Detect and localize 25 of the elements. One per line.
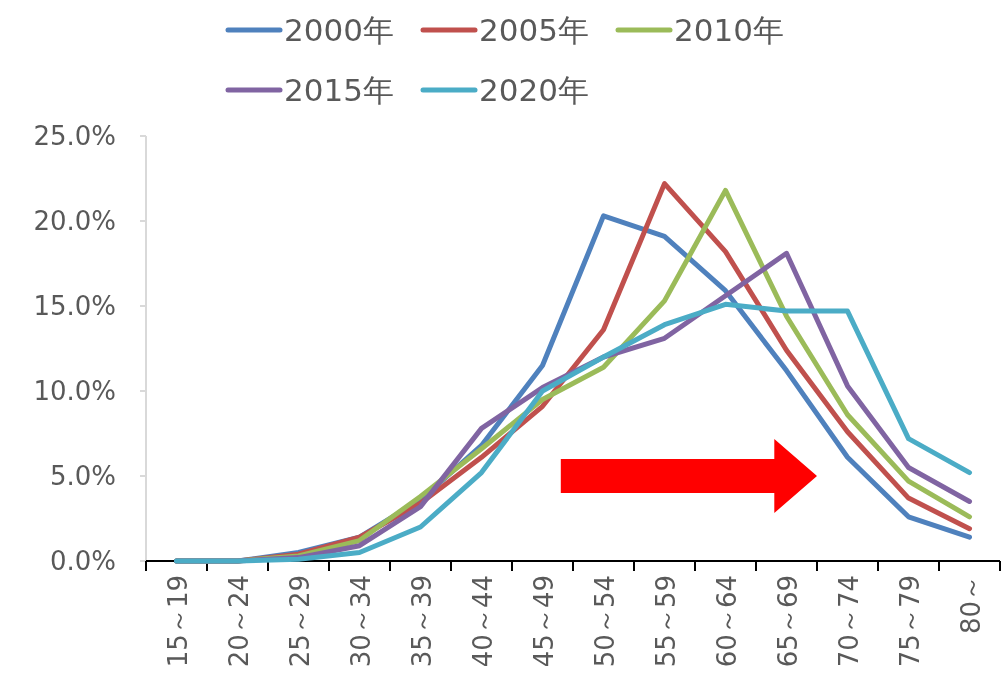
y-tick-label: 0.0% [49, 546, 116, 576]
y-tick-label: 5.0% [49, 461, 116, 491]
y-tick-label: 20.0% [33, 206, 116, 236]
legend-label: 2010年 [674, 12, 784, 48]
legend-label: 2000年 [284, 12, 394, 48]
x-tick-label: 20～24 [223, 575, 254, 668]
x-tick-label: 25～29 [284, 575, 315, 668]
x-tick-label: 40～44 [467, 575, 498, 668]
x-tick-label: 55～59 [650, 575, 681, 668]
x-tick-label: 70～74 [833, 575, 864, 668]
legend-label: 2005年 [479, 12, 589, 48]
x-tick-label: 75～79 [894, 575, 925, 668]
x-tick-label: 35～39 [406, 575, 437, 668]
x-tick-label: 65～69 [772, 575, 803, 668]
x-tick-label: 60～64 [711, 575, 742, 668]
y-tick-label: 10.0% [33, 376, 116, 406]
legend-label: 2015年 [284, 72, 394, 108]
x-tick-label: 50～54 [589, 575, 620, 668]
x-tick-label: 15～19 [162, 575, 193, 668]
y-tick-label: 25.0% [33, 121, 116, 151]
x-tick-label: 45～49 [528, 575, 559, 668]
x-tick-label: 30～34 [345, 575, 376, 668]
x-tick-label: 80～ [955, 575, 986, 635]
legend-label: 2020年 [479, 72, 589, 108]
y-tick-label: 15.0% [33, 291, 116, 321]
